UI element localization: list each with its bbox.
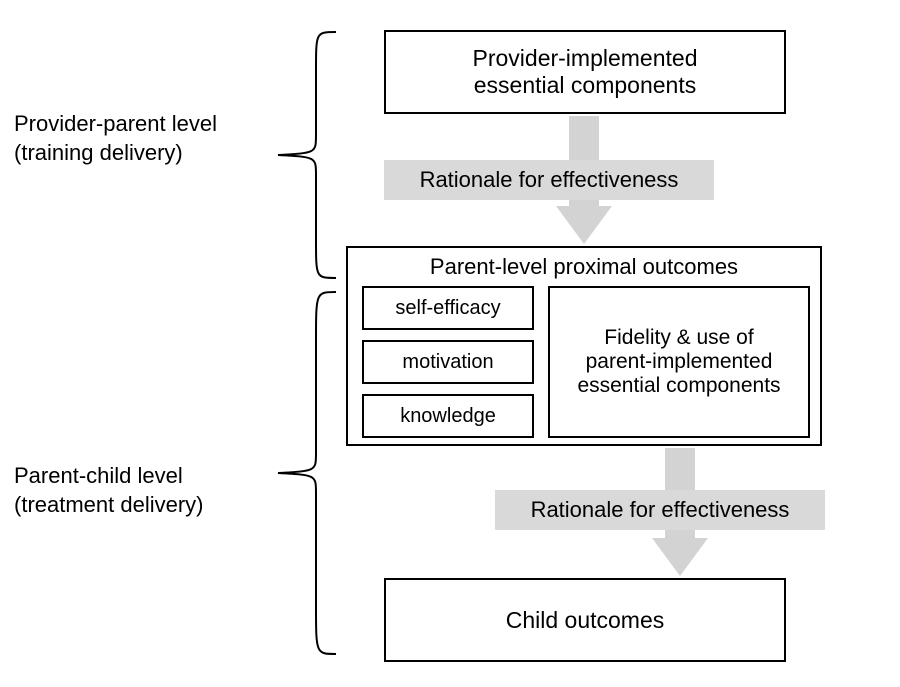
box-fidelity: Fidelity & use of parent-implemented ess… [548,286,810,438]
parent-outcomes-title: Parent-level proximal outcomes [430,254,738,280]
rationale-2-text: Rationale for effectiveness [531,497,790,523]
sub-knowledge: knowledge [362,394,534,438]
rationale-1: Rationale for effectiveness [384,160,714,200]
label-parent-child-l2: (treatment delivery) [14,491,204,520]
box-provider-line2: essential components [474,72,696,99]
brace-bottom [276,290,338,656]
rationale-2: Rationale for effectiveness [495,490,825,530]
diagram-stage: Rationale for effectiveness Rationale fo… [0,0,900,687]
box-provider-line1: Provider-implemented [473,45,698,72]
label-parent-child: Parent-child level (treatment delivery) [14,462,204,519]
brace-top [276,30,338,280]
label-parent-child-l1: Parent-child level [14,462,204,491]
box-provider-implemented: Provider-implemented essential component… [384,30,786,114]
label-provider-parent-l1: Provider-parent level [14,110,217,139]
label-provider-parent: Provider-parent level (training delivery… [14,110,217,167]
sub-knowledge-label: knowledge [400,405,496,428]
sub-self-efficacy: self-efficacy [362,286,534,330]
fidelity-line3: essential components [577,374,780,398]
sub-motivation: motivation [362,340,534,384]
box-child-outcomes: Child outcomes [384,578,786,662]
fidelity-line2: parent-implemented [586,350,773,374]
child-outcomes-text: Child outcomes [506,607,665,634]
rationale-1-text: Rationale for effectiveness [420,167,679,193]
sub-motivation-label: motivation [402,351,493,374]
label-provider-parent-l2: (training delivery) [14,139,217,168]
fidelity-line1: Fidelity & use of [604,326,753,350]
sub-self-efficacy-label: self-efficacy [395,297,500,320]
